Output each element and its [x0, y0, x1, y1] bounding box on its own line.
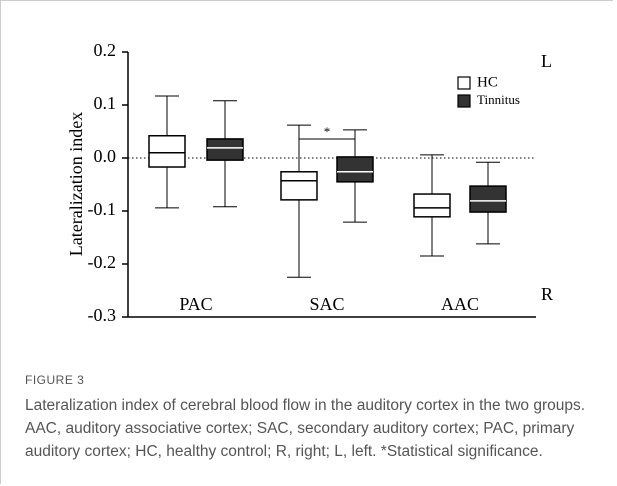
- box: [469, 185, 507, 213]
- y-tick-label: 0.0: [94, 146, 117, 166]
- y-tick-label: 0.1: [94, 93, 117, 113]
- legend-swatch: [457, 76, 471, 90]
- y-tick-label: -0.1: [88, 199, 117, 219]
- legend-swatch: [457, 94, 471, 108]
- significance-marker: *: [324, 124, 331, 139]
- x-category-label: AAC: [441, 294, 479, 314]
- box: [413, 193, 451, 218]
- caption-label: FIGURE 3: [25, 373, 85, 387]
- y-tick-label: 0.2: [94, 40, 117, 60]
- box: [206, 138, 244, 161]
- caption-text: Lateralization index of cerebral blood f…: [25, 397, 586, 460]
- chart: Lateralization index 0.2 0.1 0.0 -0.1 -0.2 -0…: [66, 40, 553, 325]
- x-category-label: PAC: [179, 294, 212, 314]
- x-category-label: SAC: [309, 294, 344, 314]
- side-label-left: L: [541, 51, 552, 71]
- y-axis-label: Lateralization index: [66, 112, 86, 256]
- legend-label: HC: [477, 74, 498, 90]
- y-tick-label: -0.3: [88, 305, 117, 325]
- y-tick-label: -0.2: [88, 252, 117, 272]
- legend-label: Tinnitus: [477, 92, 520, 107]
- side-label-right: R: [541, 284, 553, 304]
- box: [336, 156, 374, 183]
- box: [280, 171, 318, 201]
- box: [148, 134, 186, 168]
